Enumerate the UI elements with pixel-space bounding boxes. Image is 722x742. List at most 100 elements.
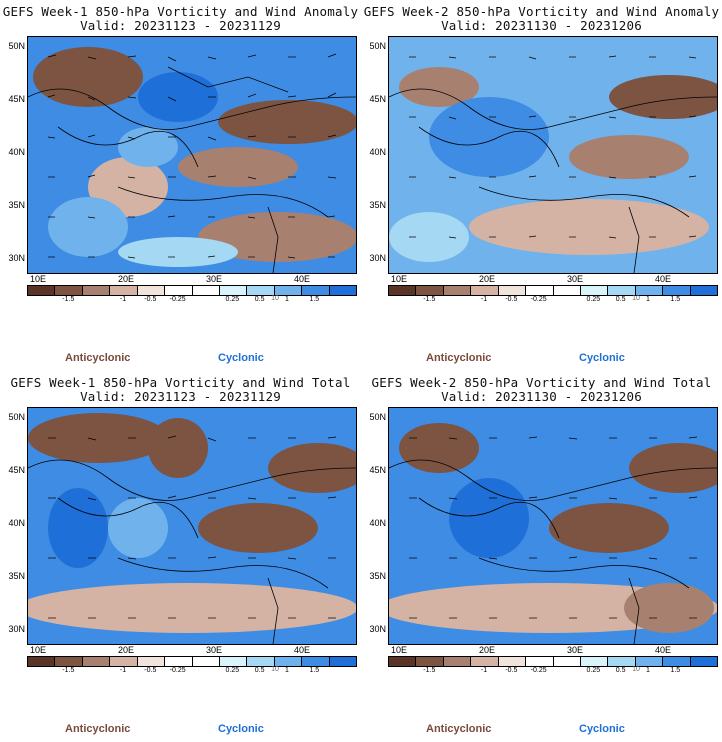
lat-label: 50N — [369, 41, 386, 51]
lat-label: 30N — [8, 624, 25, 634]
colorbar-swatch — [498, 286, 527, 295]
colorbar-tick-label: -1 — [119, 296, 127, 303]
colorbar-tick-label: -0.5 — [505, 296, 518, 303]
panel-valid-dates: Valid: 20231123 - 20231129 — [80, 18, 281, 33]
colorbar — [388, 656, 718, 667]
colorbar-tick-label: 0.5 — [254, 296, 265, 303]
lat-label: 45N — [8, 465, 25, 475]
colorbar-swatch — [471, 286, 499, 295]
panel-valid-dates: Valid: 20231130 - 20231206 — [441, 389, 642, 404]
colorbar-swatch — [165, 286, 193, 295]
colorbar-swatch — [553, 286, 581, 295]
lat-label: 35N — [8, 200, 25, 210]
colorbar-tick-label: 1.5 — [670, 667, 681, 674]
colorbar-tick-label: 0.25 — [225, 667, 240, 674]
colorbar — [388, 285, 718, 296]
lat-label: 50N — [369, 412, 386, 422]
colorbar-swatch — [389, 286, 417, 295]
lat-label: 50N — [8, 41, 25, 51]
vorticity-map — [27, 407, 357, 645]
colorbar-tick-label: -1.5 — [62, 296, 75, 303]
lat-label: 45N — [8, 94, 25, 104]
colorbar-tick-label: 1 — [646, 296, 650, 303]
lat-label: 40N — [369, 147, 386, 157]
cyclonic-label: Cyclonic — [579, 723, 625, 735]
colorbar-tick-label: -1.5 — [62, 667, 75, 674]
colorbar-tick-label: -1 — [119, 667, 127, 674]
lon-label: 40E — [655, 274, 672, 284]
colorbar-swatch — [526, 657, 554, 666]
colorbar-swatch — [28, 657, 56, 666]
panel-valid-dates: Valid: 20231123 - 20231129 — [80, 389, 281, 404]
colorbar-ticks: -1.5 -1 -0.5 -0.25 0.25 0.5 1 1.5 10 — [27, 295, 355, 306]
colorbar-tick-label: -1.5 — [423, 667, 436, 674]
lon-label: 10E — [30, 274, 47, 284]
panel-title: GEFS Week-1 850-hPa Vorticity and Wind A… — [2, 4, 359, 19]
lat-label: 35N — [8, 571, 25, 581]
colorbar-swatch — [110, 286, 138, 295]
lon-label: 20E — [118, 645, 135, 655]
colorbar-swatch — [635, 657, 664, 666]
colorbar-swatch — [82, 286, 111, 295]
cyclonic-label: Cyclonic — [218, 352, 264, 364]
lon-label: 20E — [118, 274, 135, 284]
anticyclonic-label: Anticyclonic — [426, 352, 492, 364]
colorbar-swatch — [443, 286, 472, 295]
colorbar-swatch — [580, 657, 609, 666]
colorbar-swatch — [663, 286, 691, 295]
colorbar-swatch — [110, 657, 138, 666]
colorbar-swatch — [608, 286, 636, 295]
map-panel-week1-total: GEFS Week-1 850-hPa Vorticity and Wind T… — [0, 371, 361, 742]
lon-label: 30E — [567, 645, 584, 655]
colorbar-swatch — [219, 286, 248, 295]
lat-label: 40N — [8, 147, 25, 157]
lon-label: 40E — [294, 274, 311, 284]
colorbar-tick-label: 1 — [285, 667, 289, 674]
lon-label: 30E — [206, 274, 223, 284]
colorbar-swatch — [302, 286, 330, 295]
colorbar-tick-label: 1 — [646, 667, 650, 674]
colorbar-swatch — [553, 657, 581, 666]
colorbar-tick-label: 1 — [285, 296, 289, 303]
colorbar-tick-label: -0.5 — [144, 667, 157, 674]
colorbar-swatch — [192, 286, 220, 295]
colorbar-swatch — [416, 286, 444, 295]
colorbar-tick-label: -1.5 — [423, 296, 436, 303]
colorbar-swatch — [247, 657, 275, 666]
colorbar-swatch — [137, 657, 166, 666]
lon-label: 10E — [391, 274, 408, 284]
colorbar-swatch — [608, 657, 636, 666]
colorbar-ticks: -1.5 -1 -0.5 -0.25 0.25 0.5 1 1.5 10 — [388, 666, 716, 677]
colorbar-swatch — [416, 657, 444, 666]
lat-label: 30N — [369, 624, 386, 634]
lon-label: 40E — [294, 645, 311, 655]
colorbar-swatch — [28, 286, 56, 295]
colorbar-swatch — [137, 286, 166, 295]
colorbar-tick-label: 1.5 — [670, 296, 681, 303]
wind-scale-label: 10 — [632, 295, 640, 302]
anticyclonic-label: Anticyclonic — [65, 352, 131, 364]
lat-label: 40N — [369, 518, 386, 528]
colorbar — [27, 656, 357, 667]
colorbar-swatch — [443, 657, 472, 666]
colorbar-swatch — [274, 286, 303, 295]
lat-label: 45N — [369, 94, 386, 104]
panel-valid-dates: Valid: 20231130 - 20231206 — [441, 18, 642, 33]
colorbar-tick-label: 0.5 — [254, 667, 265, 674]
lon-label: 10E — [30, 645, 47, 655]
colorbar-swatch — [247, 286, 275, 295]
colorbar-ticks: -1.5 -1 -0.5 -0.25 0.25 0.5 1 1.5 10 — [27, 666, 355, 677]
colorbar-swatch — [165, 657, 193, 666]
colorbar-tick-label: -0.25 — [169, 296, 186, 303]
colorbar-swatch — [192, 657, 220, 666]
lat-label: 35N — [369, 571, 386, 581]
colorbar-swatch — [690, 657, 718, 666]
colorbar-swatch — [55, 657, 83, 666]
colorbar-tick-label: 1.5 — [309, 667, 320, 674]
panel-title: GEFS Week-2 850-hPa Vorticity and Wind A… — [363, 4, 720, 19]
cyclonic-label: Cyclonic — [579, 352, 625, 364]
colorbar-swatch — [498, 657, 527, 666]
vorticity-field — [28, 408, 356, 644]
colorbar-swatch — [389, 657, 417, 666]
colorbar-ticks: -1.5 -1 -0.5 -0.25 0.25 0.5 1 1.5 10 — [388, 295, 716, 306]
